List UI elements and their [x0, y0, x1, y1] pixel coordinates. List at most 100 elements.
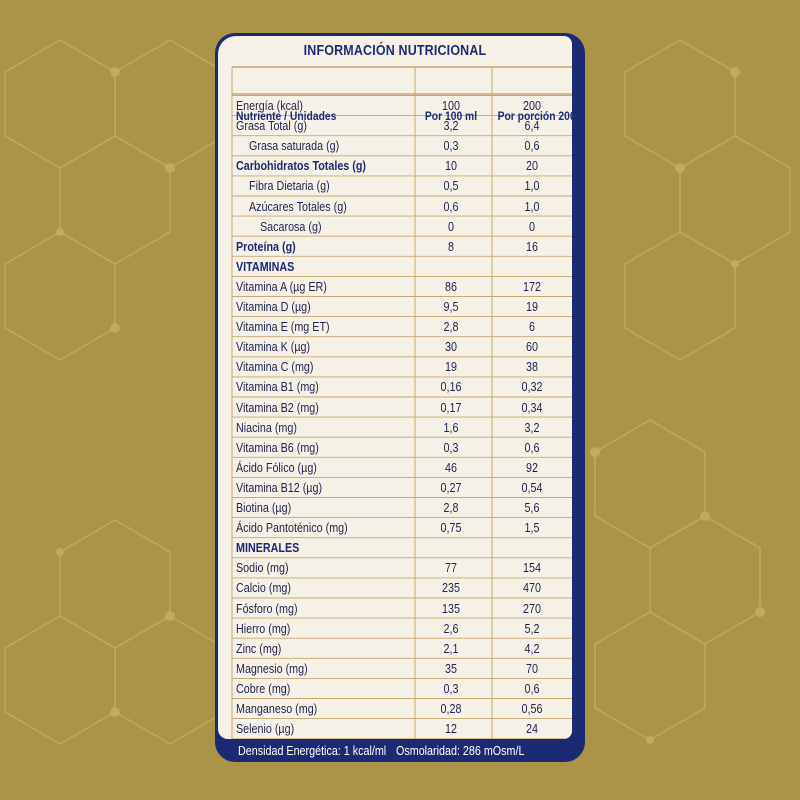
osmolarity-note: Osmolaridad: 286 mOsm/L: [396, 744, 525, 758]
table-row: Azúcares Totales (g) 0,6 1,0: [218, 197, 572, 217]
nutrient-name: Vitamina B6 (mg): [236, 440, 319, 455]
table-row: Ácido Pantoténico (mg) 0,75 1,5: [218, 518, 572, 538]
value-per-100ml: 2,8: [443, 320, 459, 335]
table-row: Sacarosa (g) 0 0: [218, 217, 572, 237]
value-per-200ml: [498, 538, 567, 558]
nutrition-facts-card: INFORMACIÓN NUTRICIONAL Nutriente / Unid…: [218, 36, 572, 739]
value-per-100ml: 2,6: [443, 621, 459, 636]
nutrient-name: Vitamina A (µg ER): [236, 279, 327, 294]
table-row: Vitamina B1 (mg) 0,16 0,32: [218, 377, 572, 397]
table-row: Vitamina C (mg) 19 38: [218, 357, 572, 377]
value-per-100ml: 235: [442, 581, 460, 596]
value-per-100ml: 0,3: [443, 681, 459, 696]
nutrient-name: MINERALES: [236, 541, 300, 556]
table-row: Selenio (µg) 12 24: [218, 719, 572, 739]
table-row: Zinc (mg) 2,1 4,2: [218, 639, 572, 659]
table-row: Sodio (mg) 77 154: [218, 558, 572, 578]
nutrient-name: Selenio (µg): [236, 722, 295, 737]
value-per-200ml: 16: [526, 239, 538, 254]
value-per-100ml: 1,6: [443, 420, 459, 435]
nutrient-name: Zinc (mg): [236, 641, 282, 656]
value-per-100ml: 30: [445, 340, 457, 355]
nutrient-name: Vitamina B12 (µg): [236, 480, 323, 495]
value-per-100ml: 77: [445, 561, 457, 576]
table-row: Vitamina E (mg ET) 2,8 6: [218, 317, 572, 337]
value-per-200ml: 6,4: [524, 119, 540, 134]
table-row: Magnesio (mg) 35 70: [218, 659, 572, 679]
value-per-200ml: 0,6: [524, 440, 540, 455]
nutrient-name: Manganeso (mg): [236, 702, 318, 716]
nutrient-name: Ácido Pantoténico (mg): [236, 521, 348, 536]
nutrient-name: Vitamina E (mg ET): [236, 320, 330, 335]
header-per-200ml: Por porción 200 ml: [497, 109, 572, 123]
value-per-100ml: 0,28: [440, 702, 462, 716]
header-per-100ml: Por 100 ml: [424, 109, 478, 123]
table-header-row: Nutriente / Unidades Por 100 ml Por porc…: [218, 106, 572, 126]
value-per-200ml: 200: [523, 99, 541, 113]
table-row: Niacina (mg) 1,6 3,2: [218, 418, 572, 438]
nutrient-name: VITAMINAS: [236, 259, 295, 274]
table-row: Proteína (g) 8 16: [218, 237, 572, 257]
value-per-100ml: 135: [442, 601, 460, 616]
value-per-100ml: 10: [445, 159, 457, 174]
table-row: Hierro (mg) 2,6 5,2: [218, 619, 572, 639]
table-row: Fibra Dietaria (g) 0,5 1,0: [218, 176, 572, 196]
table-row: Vitamina K (µg) 30 60: [218, 337, 572, 357]
table-row: Grasa saturada (g) 0,3 0,6: [218, 136, 572, 156]
table-row: Ácido Fólico (µg) 46 92: [218, 458, 572, 478]
value-per-100ml: [420, 257, 482, 277]
value-per-100ml: [420, 538, 482, 558]
nutrient-name: Proteína (g): [236, 239, 296, 254]
value-per-200ml: 38: [526, 360, 538, 375]
nutrient-name: Cobre (mg): [236, 681, 291, 696]
value-per-200ml: 3,2: [524, 420, 540, 435]
table-row: Vitamina B12 (µg) 0,27 0,54: [218, 478, 572, 498]
value-per-200ml: [498, 257, 567, 277]
value-per-200ml: 20: [526, 159, 538, 174]
value-per-200ml: 19: [526, 300, 538, 314]
nutrient-name: Vitamina C (mg): [236, 360, 314, 375]
value-per-100ml: 100: [442, 99, 460, 113]
value-per-200ml: 0,54: [521, 480, 543, 495]
table-footer: Densidad Energética: 1 kcal/ml Osmolarid…: [218, 740, 572, 762]
value-per-100ml: 35: [445, 661, 457, 676]
value-per-200ml: 270: [523, 601, 541, 616]
table-row: Vitamina A (µg ER) 86 172: [218, 277, 572, 297]
value-per-200ml: 70: [526, 661, 538, 676]
table-row: Manganeso (mg) 0,28 0,56: [218, 699, 572, 719]
nutrient-name: Vitamina K (µg): [236, 340, 311, 355]
value-per-100ml: 9,5: [443, 300, 459, 314]
nutrient-name: Energía (kcal): [236, 99, 303, 113]
nutrient-name: Sacarosa (g): [260, 219, 322, 234]
value-per-100ml: 0,3: [443, 139, 459, 154]
nutrient-name: Ácido Fólico (µg): [236, 460, 317, 475]
nutrient-name: Carbohidratos Totales (g): [236, 159, 367, 174]
nutrient-name: Magnesio (mg): [236, 661, 308, 676]
value-per-100ml: 0,27: [440, 480, 462, 495]
table-grid-lines: [231, 66, 572, 739]
table-row: Biotina (µg) 2,8 5,6: [218, 498, 572, 518]
value-per-200ml: 1,0: [524, 199, 540, 214]
value-per-100ml: 8: [448, 239, 454, 254]
value-per-100ml: 3,2: [443, 119, 459, 134]
value-per-100ml: 2,8: [443, 501, 459, 515]
value-per-100ml: 2,1: [443, 641, 459, 656]
value-per-100ml: 46: [445, 460, 457, 475]
nutrient-name: Hierro (mg): [236, 621, 291, 636]
value-per-100ml: 19: [445, 360, 457, 375]
value-per-200ml: 1,5: [524, 521, 540, 536]
nutrient-name: Grasa Total (g): [236, 119, 307, 134]
value-per-200ml: 470: [523, 581, 541, 596]
nutrient-name: Niacina (mg): [236, 420, 297, 435]
table-title: INFORMACIÓN NUTRICIONAL: [303, 43, 487, 59]
value-per-200ml: 5,2: [524, 621, 540, 636]
nutrient-name: Vitamina B2 (mg): [236, 400, 319, 415]
value-per-200ml: 0,6: [524, 681, 540, 696]
value-per-100ml: 86: [445, 279, 457, 294]
nutrient-name: Vitamina D (µg): [236, 300, 311, 314]
value-per-200ml: 5,6: [524, 501, 540, 515]
table-row: Energía (kcal) 100 200: [218, 96, 572, 116]
nutrient-name: Azúcares Totales (g): [249, 199, 347, 214]
value-per-200ml: 0: [529, 219, 535, 234]
